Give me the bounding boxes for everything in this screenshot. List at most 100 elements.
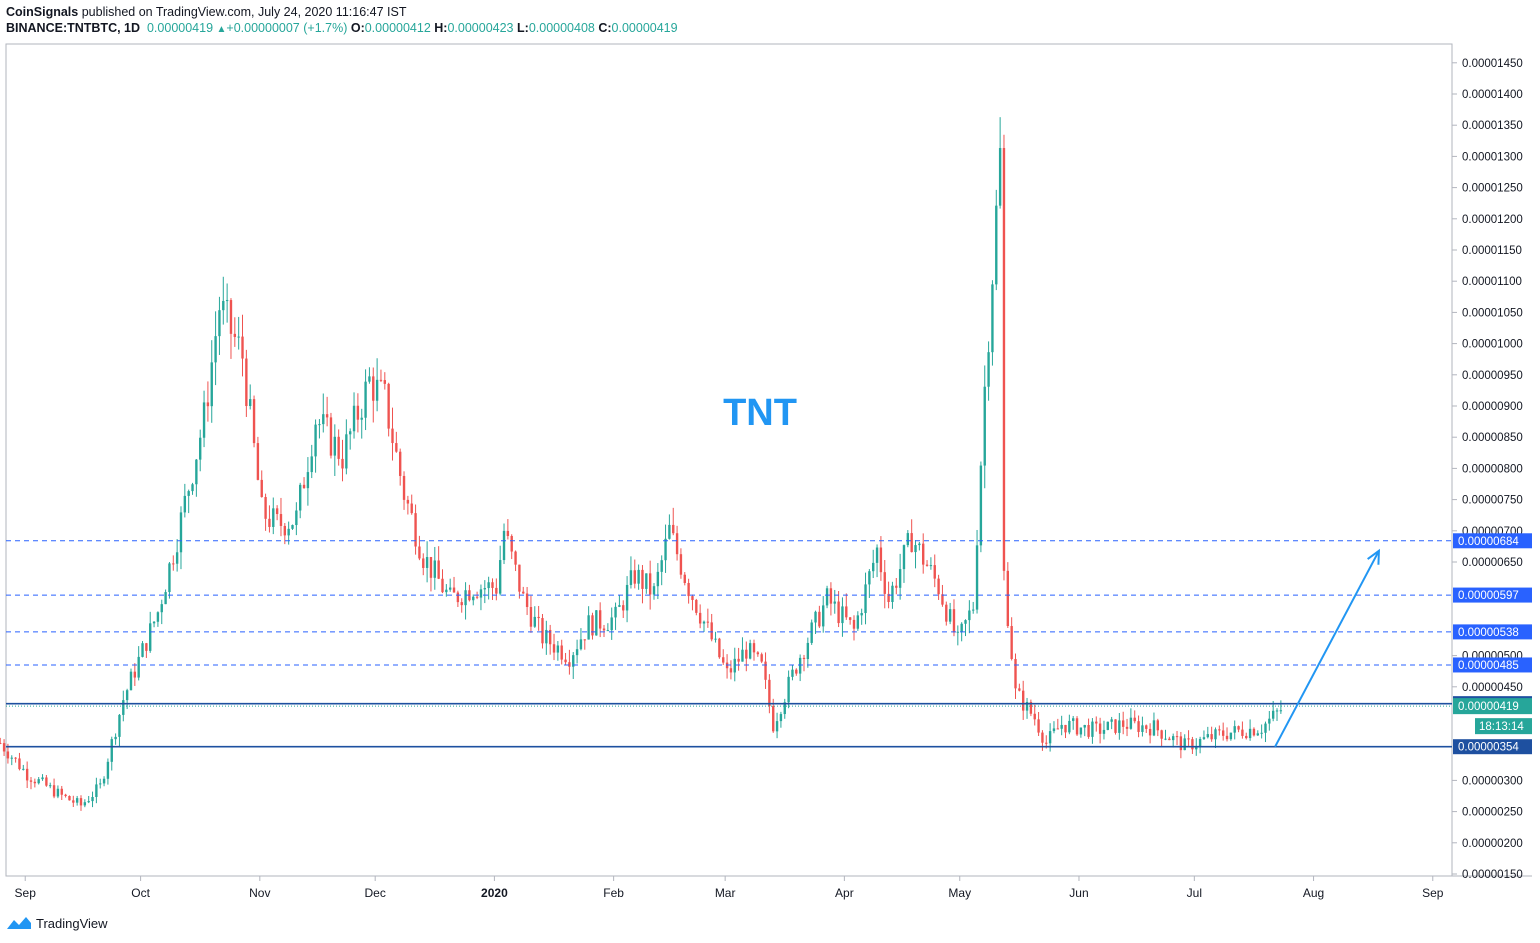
candle-body	[652, 586, 656, 595]
candle-body	[356, 405, 360, 420]
candle-body	[875, 547, 879, 563]
candle-body	[660, 560, 663, 572]
candle-body	[233, 333, 237, 337]
candle-body	[972, 609, 975, 611]
chart-annotation: TNT	[723, 392, 797, 434]
open-label: O:	[350, 21, 365, 35]
candle-body	[129, 671, 133, 691]
candle-body	[968, 610, 971, 621]
y-tick-label: 0.00001000	[1462, 339, 1523, 351]
candle-body	[483, 588, 486, 590]
candle-body	[168, 563, 171, 593]
candle-body	[202, 402, 206, 438]
candle-body	[210, 362, 213, 407]
candle-body	[237, 336, 240, 338]
candle-body	[406, 499, 410, 504]
level-label: 0.00000597	[1458, 590, 1519, 602]
candle-body	[368, 376, 371, 382]
candle-body	[618, 605, 621, 607]
close-value: 0.00000419	[611, 21, 678, 35]
candle-body	[995, 205, 998, 285]
candle-body	[929, 565, 933, 567]
candle-body	[718, 638, 721, 658]
candle-body	[1041, 732, 1044, 743]
candle-body	[1121, 720, 1125, 727]
y-tick-label: 0.00001450	[1462, 58, 1523, 70]
candle-body	[1083, 725, 1086, 728]
y-tick-label: 0.00001100	[1462, 276, 1522, 288]
candle-body	[1095, 721, 1098, 724]
candle-body	[829, 588, 833, 604]
symbol-name[interactable]: BINANCE:TNTBTC, 1D	[6, 21, 141, 35]
candle-body	[2, 743, 6, 752]
candle-body	[1060, 724, 1063, 729]
candle-body	[306, 472, 310, 489]
y-tick-label: 0.00001400	[1462, 89, 1523, 101]
candle-body	[145, 643, 148, 651]
candle-body	[1006, 570, 1010, 627]
y-tick-label: 0.00001300	[1462, 151, 1523, 163]
candle-body	[1145, 725, 1148, 729]
candle-body	[833, 601, 836, 604]
candle-body	[249, 399, 252, 407]
forecast-arrow-head-icon	[1367, 548, 1381, 565]
candle-body	[402, 475, 406, 500]
candle-body	[1029, 701, 1033, 714]
candle-body	[883, 572, 886, 594]
candle-body	[325, 414, 329, 418]
y-tick-label: 0.00000450	[1462, 682, 1523, 694]
y-tick-label: 0.00000200	[1462, 838, 1523, 850]
countdown-bg	[1475, 718, 1532, 735]
plot-frame	[5, 43, 1453, 877]
candle-body	[975, 545, 979, 610]
candle-body	[299, 484, 302, 511]
candle-body	[879, 547, 883, 573]
candle-body	[441, 578, 444, 593]
candle-body	[291, 525, 294, 529]
publisher-name[interactable]: CoinSignals	[6, 5, 79, 19]
candle-body	[706, 621, 710, 623]
candle-body	[1156, 720, 1159, 731]
candle-body	[1264, 723, 1267, 733]
candle-body	[860, 613, 863, 616]
candle-body	[598, 610, 602, 629]
forecast-arrow-line[interactable]	[1274, 550, 1380, 748]
candle-body	[691, 596, 694, 600]
candle-body	[218, 310, 221, 337]
candle-body	[1245, 735, 1248, 739]
candle-body	[698, 612, 702, 624]
level-label-bg	[1453, 533, 1532, 549]
footer-brand[interactable]: TradingView	[36, 915, 108, 931]
candle-body	[310, 456, 313, 473]
candle-body	[787, 676, 790, 703]
candle-body	[149, 623, 152, 651]
candle-body	[1118, 720, 1121, 733]
candle-body	[898, 569, 902, 588]
candle-body	[1171, 736, 1175, 741]
candle-body	[41, 777, 44, 780]
candle-body	[814, 611, 817, 623]
candle-body	[229, 300, 233, 334]
candle-body	[125, 690, 129, 701]
candle-body	[45, 777, 48, 786]
candle-body	[383, 380, 386, 384]
candle-body	[195, 459, 198, 485]
candle-body	[0, 742, 2, 744]
candle-body	[352, 405, 356, 432]
y-tick-label: 0.00000150	[1462, 869, 1523, 881]
candle-body	[525, 593, 529, 608]
candle-body	[918, 543, 921, 546]
level-label-bg	[1453, 657, 1532, 673]
level-label-bg	[1453, 624, 1532, 640]
candle-body	[991, 284, 994, 353]
candle-body	[752, 643, 756, 653]
candle-body	[583, 639, 586, 641]
y-tick-label: 0.00000300	[1462, 775, 1523, 787]
candle-body	[998, 148, 1002, 206]
candle-body	[222, 300, 225, 311]
candle-body	[241, 336, 244, 359]
candle-body	[52, 785, 56, 797]
chart-header: CoinSignals published on TradingView.com…	[6, 4, 678, 38]
candle-body	[175, 552, 179, 564]
